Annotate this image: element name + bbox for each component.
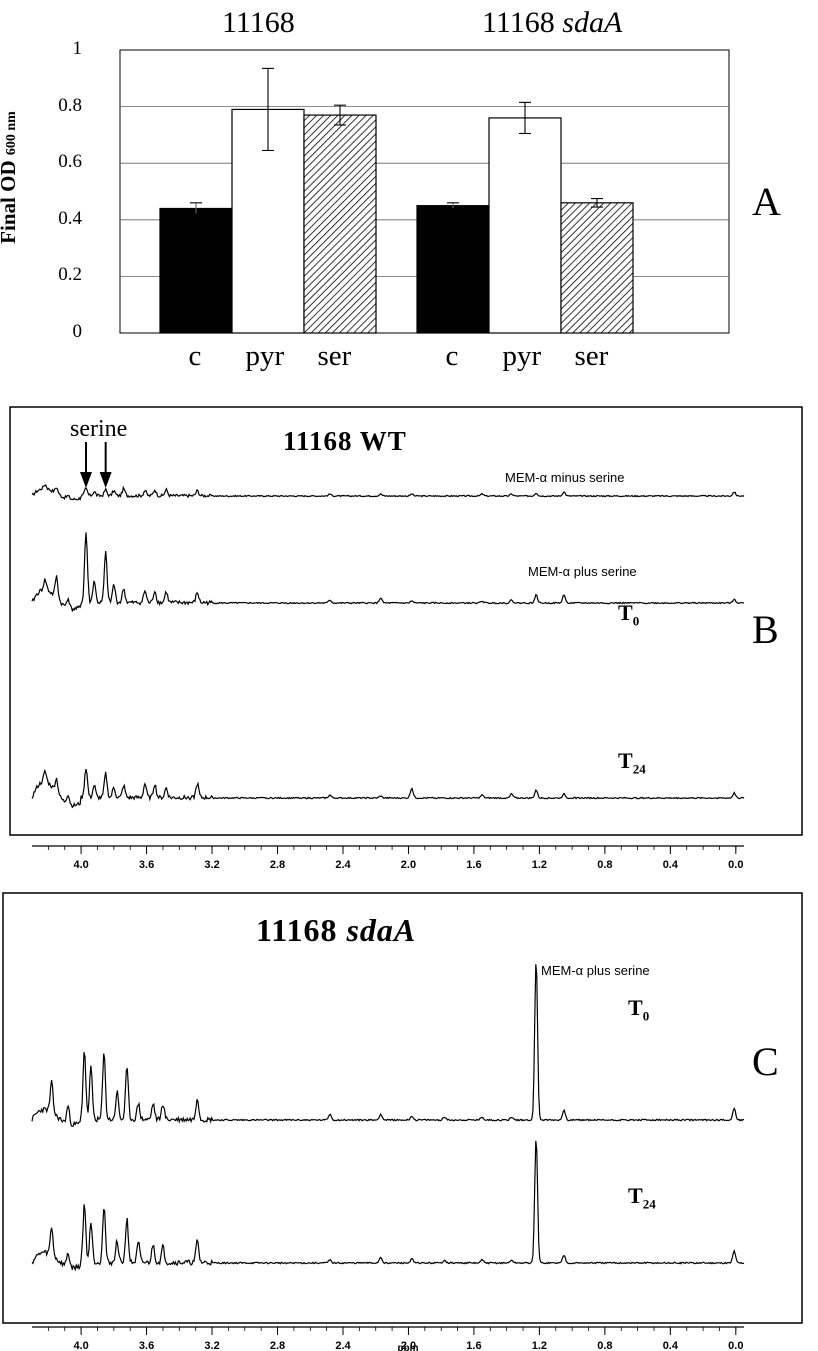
serine-arrowhead-1 — [80, 472, 93, 488]
bar-ser-2 — [560, 202, 634, 334]
panel-c-tick-label: 2.8 — [270, 1340, 285, 1351]
label-t0-b: T0 — [618, 600, 639, 629]
category-label-ser: ser — [574, 340, 609, 372]
panel-c-tick-label: 1.2 — [532, 1340, 547, 1351]
label-plus-serine-b: MEM-α plus serine — [528, 564, 637, 579]
panel-b-tick-label: 3.6 — [139, 859, 154, 871]
panel-c-tick-label: 3.6 — [139, 1340, 154, 1351]
group-title-2: 11168 sdaA — [482, 6, 622, 40]
group-title-1-text: 11168 — [222, 6, 295, 39]
panel-c-tick-label: 2.0 — [401, 1340, 416, 1351]
x-axis-label-ppm: ppm — [397, 1343, 418, 1351]
y-tick-label: 0.4 — [58, 207, 82, 229]
label-t0-c-main: T — [628, 995, 643, 1020]
group-title-2-italic: sdaA — [562, 6, 623, 39]
label-t0-b-main: T — [618, 600, 633, 625]
bar-ser-1 — [303, 114, 377, 334]
spectrum-plus-serine-t24 — [31, 768, 745, 809]
panel-c-tick-label: 4.0 — [73, 1340, 88, 1351]
y-tick-label: 0 — [72, 321, 83, 342]
bar-c-2 — [416, 205, 490, 334]
label-t24-c: T24 — [628, 1183, 656, 1212]
serine-arrowhead-2 — [99, 472, 112, 488]
panel-c-tick-label: 3.2 — [204, 1340, 219, 1351]
label-t0-c-sub: 0 — [642, 1008, 650, 1024]
panel-b-tick-label: 1.6 — [466, 859, 481, 871]
panel-c-title-italic: sdaA — [346, 912, 417, 948]
spectrum-minus-serine — [31, 484, 745, 501]
panel-b-tick-label: 0.8 — [597, 859, 612, 871]
panel-c-tick-label: 2.4 — [335, 1340, 351, 1351]
label-t24-b: T24 — [618, 748, 646, 777]
panel-letter-c: C — [752, 1039, 779, 1084]
panel-b-tick-label: 3.2 — [204, 859, 219, 871]
panel-letter-a: A — [752, 179, 781, 224]
label-t24-b-main: T — [618, 748, 633, 773]
label-t0-c: T0 — [628, 995, 649, 1024]
y-tick-label: 1 — [72, 38, 83, 59]
panel-b-tick-label: 2.0 — [401, 859, 416, 871]
panel-b-title: 11168 WT — [283, 426, 407, 456]
label-t24-b-sub: 24 — [632, 761, 646, 777]
bar-c-1 — [159, 207, 233, 334]
panel-c-title: 11168 sdaA — [256, 912, 416, 949]
group-title-1: 11168 — [222, 6, 295, 40]
panel-c-title-main: 11168 — [256, 912, 347, 948]
panel-c-tick-label: 0.0 — [728, 1340, 743, 1351]
panel-b-tick-label: 0.0 — [728, 859, 743, 871]
bar-chart — [119, 49, 730, 334]
panel-c-tick-label: 1.6 — [466, 1340, 481, 1351]
group-title-2-text: 11168 — [482, 6, 563, 39]
category-label-c: c — [445, 340, 459, 372]
panel-c-tick-label: 0.4 — [663, 1340, 679, 1351]
category-label-ser: ser — [317, 340, 352, 372]
panel-b-tick-label: 4.0 — [73, 859, 88, 871]
spectrum-c-t24 — [31, 1140, 745, 1272]
label-minus-serine: MEM-α minus serine — [505, 470, 625, 485]
panel-c-frame — [2, 892, 803, 1324]
label-plus-serine-c: MEM-α plus serine — [541, 963, 650, 978]
label-t24-c-main: T — [628, 1183, 643, 1208]
panel-b-tick-label: 2.4 — [335, 859, 351, 871]
nmr-spectrum-b: 4.0 3.6 3.2 2.8 2.4 2.0 1.6 1.2 0.8 0.4 0.0 — [9, 406, 803, 871]
panel-letter-b: B — [752, 607, 779, 652]
spectrum-c-t0 — [31, 964, 745, 1127]
serine-annotation: serine — [70, 416, 128, 442]
y-tick-label: 0.8 — [58, 94, 82, 116]
category-label-c: c — [188, 340, 202, 372]
label-t24-c-sub: 24 — [642, 1196, 656, 1212]
category-label-pyr: pyr — [502, 340, 542, 372]
y-tick-label: 0.2 — [58, 264, 82, 286]
panel-b-frame — [9, 406, 803, 836]
y-tick-label: 0.6 — [58, 151, 82, 173]
panel-b-tick-label: 2.8 — [270, 859, 285, 871]
label-t0-b-sub: 0 — [632, 613, 640, 629]
panel-c-tick-label: 0.8 — [597, 1340, 612, 1351]
spectrum-plus-serine-t0 — [31, 532, 745, 613]
panel-b-tick-label: 1.2 — [532, 859, 547, 871]
category-label-pyr: pyr — [245, 340, 285, 372]
panel-b-tick-label: 0.4 — [663, 859, 679, 871]
